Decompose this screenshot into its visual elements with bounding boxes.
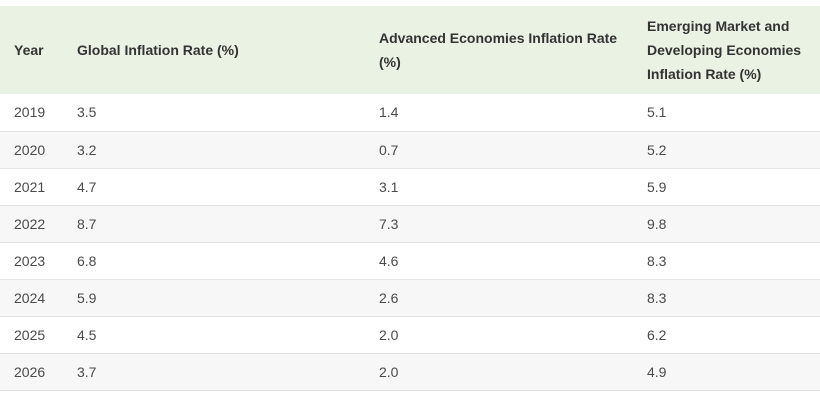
cell-adv: 2.6 — [379, 289, 399, 306]
cell-adv: 3.1 — [379, 178, 399, 195]
cell-adv: 4.6 — [379, 252, 399, 269]
cell-adv: 7.3 — [379, 215, 399, 232]
cell-emerg: 9.8 — [647, 215, 667, 232]
header-advanced-economies: Advanced Economies Inflation Rate (%) — [379, 30, 618, 70]
cell-year: 2026 — [14, 363, 46, 380]
inflation-table-container: Year Global Inflation Rate (%) Advanced … — [0, 6, 820, 391]
cell-emerg: 6.2 — [647, 326, 667, 343]
cell-adv: 2.0 — [379, 363, 399, 380]
table-row: 2025 4.5 2.0 6.2 — [0, 316, 820, 353]
table-row: 2022 8.7 7.3 9.8 — [0, 205, 820, 242]
table-row: 2019 3.5 1.4 5.1 — [0, 94, 820, 131]
cell-emerg: 5.2 — [647, 141, 667, 158]
cell-global: 3.7 — [77, 363, 97, 380]
table-header-row: Year Global Inflation Rate (%) Advanced … — [0, 6, 820, 94]
cell-emerg: 8.3 — [647, 252, 667, 269]
cell-adv: 2.0 — [379, 326, 399, 343]
cell-year: 2023 — [14, 252, 46, 269]
cell-emerg: 8.3 — [647, 289, 667, 306]
cell-year: 2025 — [14, 326, 46, 343]
cell-global: 6.8 — [77, 252, 97, 269]
cell-year: 2020 — [14, 141, 46, 158]
table-row: 2024 5.9 2.6 8.3 — [0, 279, 820, 316]
cell-emerg: 4.9 — [647, 363, 667, 380]
cell-year: 2021 — [14, 178, 46, 195]
table-row: 2020 3.2 0.7 5.2 — [0, 131, 820, 168]
table-row: 2026 3.7 2.0 4.9 — [0, 353, 820, 390]
cell-adv: 1.4 — [379, 104, 399, 121]
header-year: Year — [14, 42, 44, 58]
inflation-table: Year Global Inflation Rate (%) Advanced … — [0, 6, 820, 391]
header-global-inflation: Global Inflation Rate (%) — [77, 42, 239, 58]
header-emerging-markets: Emerging Market and Developing Economies… — [647, 18, 802, 82]
table-body: 2019 3.5 1.4 5.1 2020 3.2 0.7 5.2 2021 4.7 3.1 5.9 2… — [0, 94, 820, 390]
cell-emerg: 5.1 — [647, 104, 667, 121]
table-row: 2021 4.7 3.1 5.9 — [0, 168, 820, 205]
cell-emerg: 5.9 — [647, 178, 667, 195]
cell-year: 2022 — [14, 215, 46, 232]
cell-year: 2019 — [14, 104, 46, 121]
cell-adv: 0.7 — [379, 141, 399, 158]
cell-year: 2024 — [14, 289, 46, 306]
cell-global: 5.9 — [77, 289, 97, 306]
cell-global: 4.7 — [77, 178, 97, 195]
table-row: 2023 6.8 4.6 8.3 — [0, 242, 820, 279]
cell-global: 8.7 — [77, 215, 97, 232]
cell-global: 3.5 — [77, 104, 97, 121]
cell-global: 3.2 — [77, 141, 97, 158]
cell-global: 4.5 — [77, 326, 97, 343]
